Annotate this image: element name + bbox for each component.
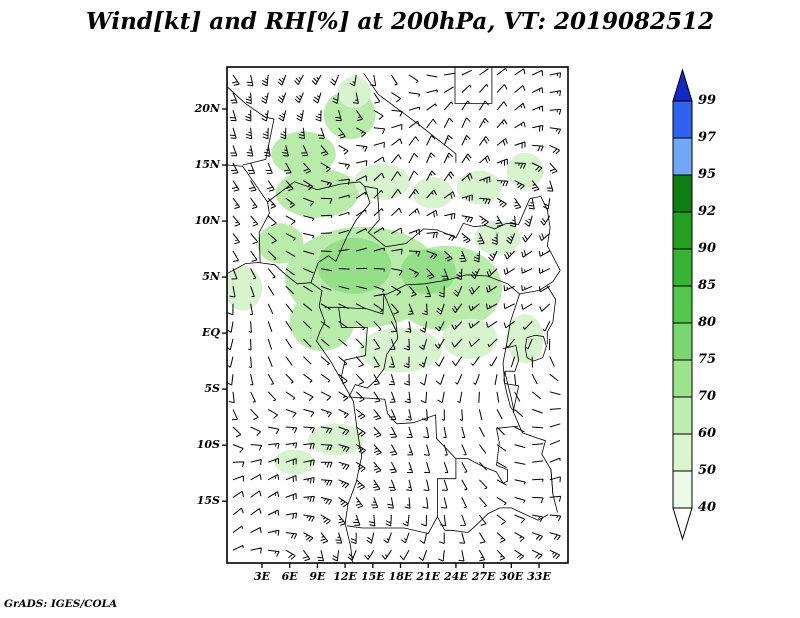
border-sudan-south-ethiopia [455,195,561,295]
chart-title: Wind[kt] and RH[%] at 200hPa, VT: 201908… [85,8,715,35]
colorbar-level-85: 85 [698,278,717,293]
colorbar-segment [672,248,693,287]
colorbar-segment [672,396,693,435]
border-lake-tanganyika [503,371,515,412]
border-drc-angola-zambia [348,396,457,531]
lon-tick-3E: 3E [253,570,270,583]
axis-ticks [222,108,540,568]
rh-blob [358,327,443,373]
rh-blob [308,423,364,456]
lon-tick-21E: 21E [416,570,441,583]
border-zambia-south [444,507,501,533]
border-uganda-kenya [546,285,557,345]
border-nigeria-cameroon-chad [310,186,371,283]
colorbar-segment [672,100,693,139]
rh-blob [456,170,502,205]
lat-tick-20N: 20N [194,102,220,115]
colorbar [672,68,693,541]
colorbar-level-60: 60 [698,426,717,441]
border-coastline-west-africa [227,262,363,563]
colorbar-segment [672,174,693,213]
rh-blob [337,76,371,108]
colorbar-segment [672,285,693,324]
rh-blob [317,237,392,294]
colorbar-level-97: 97 [698,130,717,145]
rh-blob [442,318,498,359]
grads-credit: GrADS: IGES/COLA [4,598,118,610]
border-zambia-malawi [500,507,549,521]
colorbar-bottom-arrow [672,507,693,541]
colorbar-level-40: 40 [698,500,717,515]
colorbar-level-75: 75 [698,352,717,367]
rh-shading [227,76,544,475]
border-mali-algeria-niger [227,86,275,166]
lon-tick-18E: 18E [388,570,413,583]
border-malawi-line [550,469,558,513]
colorbar-level-50: 50 [698,463,717,478]
lat-tick-15N: 15N [194,158,220,172]
colorbar-segment [672,359,693,398]
border-egypt-sudan-corner [454,67,493,104]
rh-blob [274,449,315,475]
lat-tick-15S: 15S [196,494,220,508]
rh-blob [506,152,544,189]
lat-tick-5S: 5S [204,382,220,396]
colorbar-level-80: 80 [698,315,717,330]
colorbar-segment [672,322,693,361]
rh-blob [354,163,410,200]
border-congo-river [348,293,399,398]
border-benin-nigeria-border [227,164,270,263]
colorbar-level-70: 70 [698,389,717,404]
border-angola-namibia [346,516,438,535]
rh-blob [227,265,262,311]
colorbar-level-95: 95 [698,167,717,182]
colorbar-level-92: 92 [698,204,717,219]
lon-tick-9E: 9E [309,570,326,583]
border-lake-victoria [524,334,547,362]
lon-tick-6E: 6E [281,570,298,583]
lat-tick-10S: 10S [196,438,220,452]
rh-blob [400,249,456,294]
border-zambia-drc-pedicle [455,425,519,484]
colorbar-top-arrow [672,68,693,102]
lon-tick-15E: 15E [360,570,385,583]
rh-blob [506,314,544,364]
lon-tick-12E: 12E [333,570,357,583]
lat-tick-5N: 5N [202,270,220,284]
colorbar-segment [672,470,693,509]
rh-blob [275,168,359,218]
border-chad-libya-border [363,72,457,163]
border-rwanda-burundi [502,344,520,372]
wind-barbs [227,67,562,562]
rh-blob [257,223,304,264]
lon-tick-33E: 33E [527,570,551,583]
lon-tick-27E: 27E [471,570,496,583]
border-chad-car-north [364,185,457,248]
lat-tick-EQ: EQ [202,326,220,340]
border-tanzania-west [502,293,554,495]
colorbar-segment [672,137,693,176]
colorbar-level-90: 90 [698,241,717,256]
lon-tick-30E: 30E [499,570,524,583]
border-car-drc-border [373,274,520,297]
map-frame [226,66,569,564]
colorbar-segment [672,211,693,250]
lat-tick-10N: 10N [194,214,220,228]
lon-tick-24E: 24E [444,570,468,583]
colorbar-level-99: 99 [698,93,717,108]
colorbar-segment [672,433,693,472]
